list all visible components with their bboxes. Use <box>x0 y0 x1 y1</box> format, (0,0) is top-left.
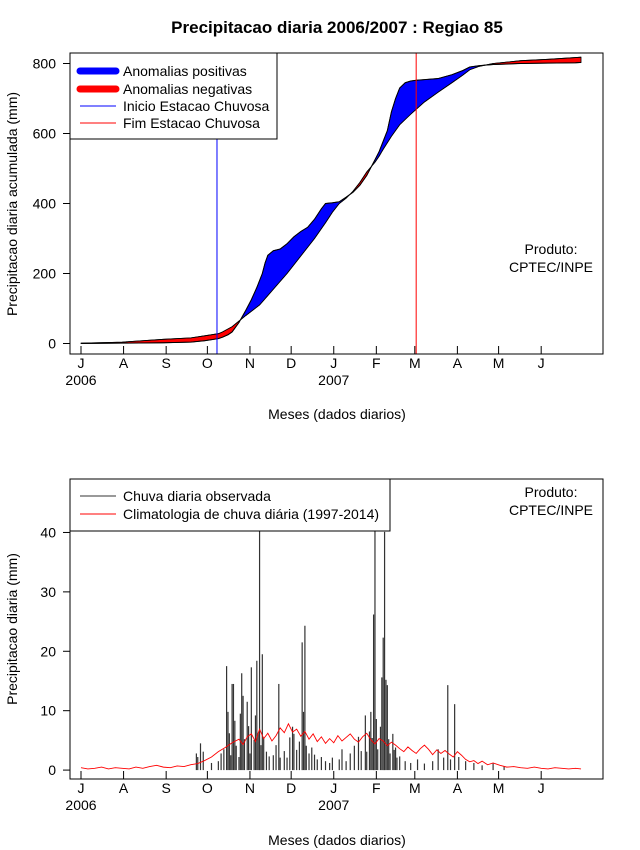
y-tick-label-4: 800 <box>33 56 57 72</box>
y-axis-label: Precipitacao diaria acumulada (mm) <box>4 92 20 316</box>
bottom-x-tick-label-10: M <box>493 780 505 796</box>
x-tick-label-10: M <box>493 355 505 371</box>
x-tick-label-6: J <box>330 355 337 371</box>
bottom-x-tick-label-11: J <box>538 780 545 796</box>
bottom-x-tick-label-8: M <box>409 780 421 796</box>
year-label-0: 2006 <box>65 372 96 388</box>
y-axis: 0 200 400 600 800 <box>33 56 70 352</box>
x-tick-label-7: F <box>372 355 381 371</box>
bottom-x-tick-label-4: N <box>245 780 255 796</box>
y-tick-label-1: 200 <box>33 266 57 282</box>
legend-bottom: Chuva diaria observada Climatologia de c… <box>69 478 391 532</box>
bottom-x-tick-label-1: A <box>119 780 129 796</box>
product-annotation: Produto: CPTEC/INPE <box>509 241 593 275</box>
bottom-y-tick-label-4: 40 <box>40 524 56 540</box>
bottom-x-tick-label-3: O <box>202 780 213 796</box>
bottom-x-tick-label-2: S <box>161 780 170 796</box>
y-tick-label-2: 400 <box>33 196 57 212</box>
bottom-x-tick-label-5: D <box>286 780 296 796</box>
bottom-year-label-0: 2006 <box>65 797 96 813</box>
x-tick-label-8: M <box>409 355 421 371</box>
observed-daily-bars <box>195 508 505 771</box>
bottom-x-tick-label-6: J <box>330 780 337 796</box>
bottom-year-label-1: 2007 <box>318 797 349 813</box>
x-tick-label-11: J <box>538 355 545 371</box>
positive-anomaly-area-3 <box>371 64 485 167</box>
legend-label-observed: Chuva diaria observada <box>123 488 271 504</box>
annotation-line-2-bottom: CPTEC/INPE <box>509 502 593 518</box>
product-annotation-bottom: Produto: CPTEC/INPE <box>509 484 593 518</box>
x-tick-label-1: A <box>119 355 129 371</box>
cumulative-lines <box>80 56 582 344</box>
climatology-line-group <box>80 722 582 770</box>
legend-label-season-end: Fim Estacao Chuvosa <box>123 115 260 131</box>
legend: Anomalias positivas Anomalias negativas … <box>69 52 278 140</box>
x-axis-label: Meses (dados diarios) <box>268 406 406 422</box>
climatology-daily-line <box>80 722 582 770</box>
legend-box <box>69 52 278 140</box>
bottom-y-tick-label-3: 30 <box>40 584 56 600</box>
y-axis-bottom: 0 10 20 30 40 <box>40 524 70 778</box>
legend-label-season-start: Inicio Estacao Chuvosa <box>123 98 270 114</box>
annotation-line-2: CPTEC/INPE <box>509 259 593 275</box>
annotation-line-1-bottom: Produto: <box>525 484 578 500</box>
bottom-y-tick-label-0: 0 <box>48 762 56 778</box>
legend-label-negative: Anomalias negativas <box>123 81 252 97</box>
y-axis-label-bottom: Precipitacao diaria (mm) <box>4 553 20 705</box>
x-tick-label-4: N <box>245 355 255 371</box>
x-tick-label-5: D <box>286 355 296 371</box>
positive-anomaly-area-1 <box>240 194 350 321</box>
y-tick-label-3: 600 <box>33 126 57 142</box>
legend-label-climatology: Climatologia de chuva diária (1997-2014) <box>123 506 379 522</box>
x-tick-label-2: S <box>161 355 170 371</box>
cumulative-chart: Precipitacao diaria 2006/2007 : Regiao 8… <box>4 18 604 422</box>
bottom-x-tick-label-9: A <box>453 780 463 796</box>
observed-cumulative-line <box>80 61 582 344</box>
y-tick-label-0: 0 <box>48 336 56 352</box>
x-tick-label-9: A <box>453 355 463 371</box>
bottom-y-tick-label-2: 20 <box>40 643 56 659</box>
annotation-line-1: Produto: <box>525 241 578 257</box>
chart-title: Precipitacao diaria 2006/2007 : Regiao 8… <box>171 18 503 37</box>
legend-label-positive: Anomalias positivas <box>123 63 247 79</box>
x-axis-label-bottom: Meses (dados diarios) <box>268 832 406 848</box>
bottom-x-tick-label-7: F <box>372 780 381 796</box>
bottom-x-tick-label-0: J <box>77 780 84 796</box>
year-label-1: 2007 <box>318 372 349 388</box>
bottom-y-tick-label-1: 10 <box>40 703 56 719</box>
x-tick-label-0: J <box>77 355 84 371</box>
climatology-cumulative-line <box>80 56 582 344</box>
x-tick-label-3: O <box>202 355 213 371</box>
legend-box-bottom <box>69 478 391 532</box>
